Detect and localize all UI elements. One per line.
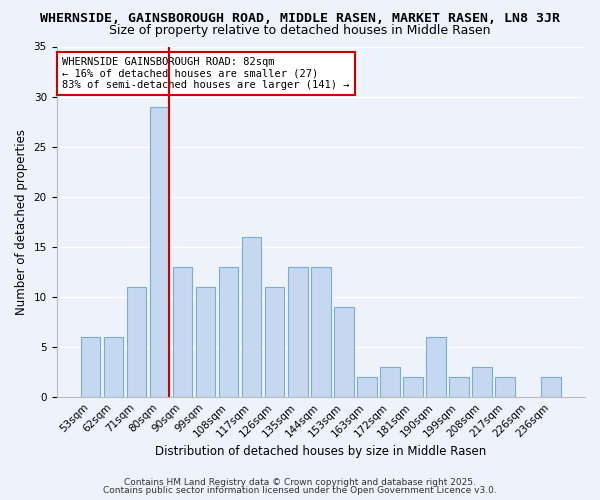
Text: WHERNSIDE, GAINSBOROUGH ROAD, MIDDLE RASEN, MARKET RASEN, LN8 3JR: WHERNSIDE, GAINSBOROUGH ROAD, MIDDLE RAS… (40, 12, 560, 26)
Bar (334, 307, 353, 397)
Text: Contains public sector information licensed under the Open Government Licence v3: Contains public sector information licen… (103, 486, 497, 495)
Text: Size of property relative to detached houses in Middle Rasen: Size of property relative to detached ho… (109, 24, 491, 37)
Bar (173, 267, 193, 397)
Bar (426, 337, 446, 397)
Bar (357, 377, 377, 397)
Bar (288, 267, 308, 397)
Bar (104, 337, 123, 397)
Bar (403, 377, 423, 397)
Bar (149, 106, 169, 397)
Text: Contains HM Land Registry data © Crown copyright and database right 2025.: Contains HM Land Registry data © Crown c… (124, 478, 476, 487)
Bar (219, 267, 238, 397)
Bar (196, 287, 215, 397)
Bar (127, 287, 146, 397)
Bar (311, 267, 331, 397)
Bar (80, 337, 100, 397)
Bar (541, 377, 561, 397)
Y-axis label: Number of detached properties: Number of detached properties (15, 129, 28, 315)
Bar (449, 377, 469, 397)
X-axis label: Distribution of detached houses by size in Middle Rasen: Distribution of detached houses by size … (155, 444, 487, 458)
Bar (265, 287, 284, 397)
Text: WHERNSIDE GAINSBOROUGH ROAD: 82sqm
← 16% of detached houses are smaller (27)
83%: WHERNSIDE GAINSBOROUGH ROAD: 82sqm ← 16%… (62, 57, 349, 90)
Bar (472, 367, 492, 397)
Bar (380, 367, 400, 397)
Bar (242, 237, 262, 397)
Bar (496, 377, 515, 397)
